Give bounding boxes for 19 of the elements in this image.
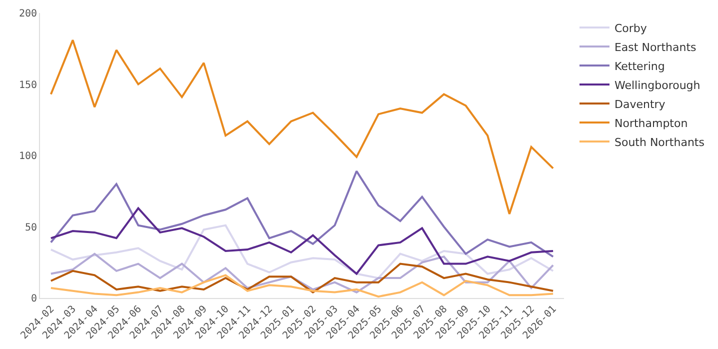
y-tick-label: 200 — [18, 8, 37, 20]
legend-label: Northampton — [614, 116, 688, 130]
legend-label: Wellingborough — [614, 78, 700, 92]
line-series — [50, 207, 554, 275]
line-series — [50, 39, 554, 215]
y-tick-label: 0 — [30, 294, 37, 304]
legend-label: East Northants — [614, 40, 696, 54]
legend-label: Corby — [614, 22, 648, 35]
line-series — [50, 224, 554, 280]
legend-label: Daventry — [614, 98, 666, 111]
y-tick-label: 100 — [18, 151, 37, 162]
y-tick-label: 50 — [24, 222, 37, 234]
line-series — [50, 262, 554, 294]
y-tick-label: 150 — [18, 80, 37, 91]
line-series — [50, 274, 554, 298]
line-series — [50, 252, 554, 294]
legend-label: South Northants — [614, 136, 705, 149]
legend-label: Kettering — [614, 60, 665, 73]
line-series — [50, 170, 554, 258]
